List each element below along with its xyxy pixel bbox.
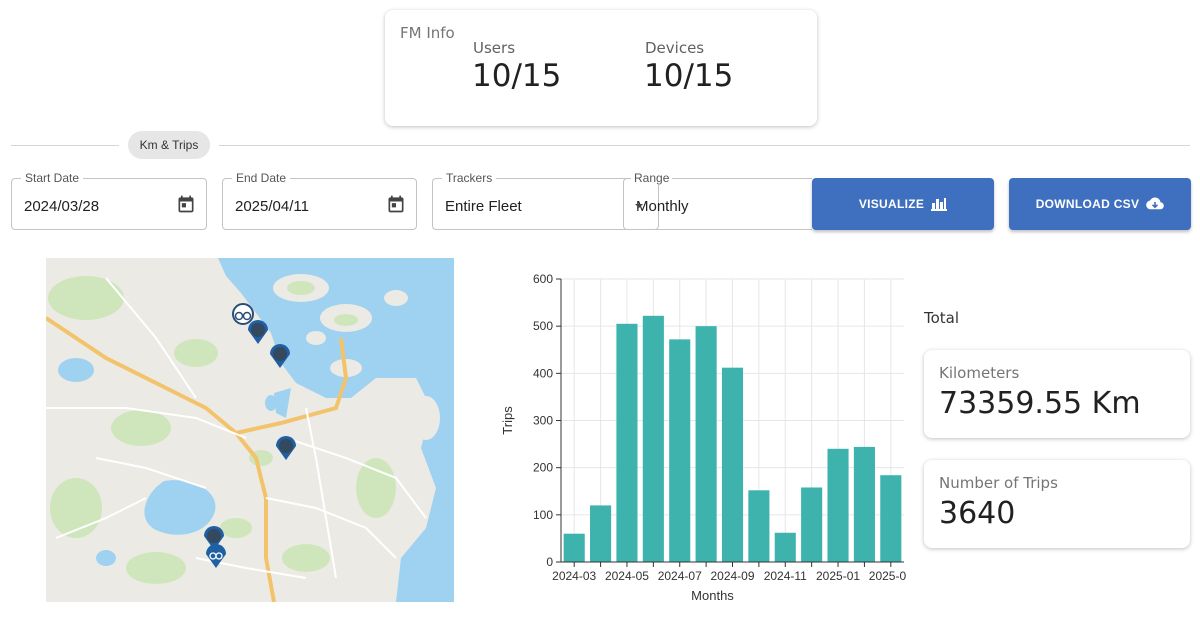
x-tick-label: 2024-03 [552,569,596,583]
visualize-button[interactable]: VISUALIZE [812,178,994,230]
section-divider-left [11,145,119,146]
kilometers-value: 73359.55 Km [939,386,1141,421]
end-date-label: End Date [232,171,291,185]
fm-info-card: FM Info Users 10/15 Devices 10/15 [385,10,817,126]
range-label: Range [631,171,673,185]
range-value[interactable]: Monthly [636,198,689,215]
calendar-icon[interactable] [386,194,406,214]
map-markers [204,303,296,568]
kilometers-card: Kilometers 73359.55 Km [924,350,1190,438]
trips-card: Number of Trips 3640 [924,460,1190,548]
users-label: Users [473,39,516,57]
end-date-field[interactable]: End Date 2025/04/11 [222,171,417,230]
x-axis-title: Months [691,588,734,603]
y-tick-label: 400 [533,366,553,380]
fm-info-title: FM Info [400,24,455,42]
trips-value: 3640 [939,496,1016,531]
chart-svg: 0 100 200 300 400 500 600 2024-03 2024-05 2024-07… [500,272,913,603]
cloud-download-icon [1146,197,1165,210]
bar-2024-12 [801,487,823,562]
y-tick-label: 500 [533,319,553,333]
bar-2024-08 [695,326,717,562]
trackers-label: Trackers [442,171,497,185]
devices-value: 10/15 [644,58,734,94]
bar-chart-icon [931,198,948,211]
bar-2024-11 [774,532,796,562]
bar-2024-06 [642,315,664,562]
x-tick-label: 2024-11 [764,569,807,583]
start-date-label: Start Date [21,171,84,185]
start-date-field[interactable]: Start Date 2024/03/28 [11,171,207,230]
y-tick-label: 600 [533,272,553,286]
trips-label: Number of Trips [939,474,1058,492]
bar-2024-07 [669,339,691,562]
x-tick-label: 2024-07 [658,569,702,583]
x-tick-label: 2025-03 [869,569,906,583]
x-tick-label: 2024-05 [605,569,649,583]
y-tick-label: 0 [546,555,553,569]
trackers-value[interactable]: Entire Fleet [445,198,522,215]
x-tick-label: 2024-09 [710,569,754,583]
bar-2024-09 [721,367,744,562]
kilometers-label: Kilometers [939,364,1020,382]
map-canvas[interactable] [46,258,454,602]
section-divider-right [219,145,1190,146]
trips-bar-chart: 0 100 200 300 400 500 600 2024-03 2024-05 2024-07… [496,264,913,609]
y-tick-label: 200 [533,461,553,475]
y-axis-title: Trips [500,406,515,435]
bar-2024-05 [616,323,638,562]
trackers-select[interactable]: Trackers Entire Fleet [432,171,812,230]
start-date-value[interactable]: 2024/03/28 [24,198,100,215]
bar-2025-03 [880,475,902,562]
section-chip[interactable]: Km & Trips [128,131,210,159]
download-csv-button[interactable]: DOWNLOAD CSV [1009,178,1191,230]
bar-2025-01 [827,448,849,562]
chevron-down-icon[interactable] [634,201,644,211]
devices-label: Devices [645,39,705,57]
bar-2025-02 [853,446,875,562]
y-tick-label: 100 [533,508,553,522]
visualize-button-label: VISUALIZE [858,197,925,211]
bar-2024-03 [563,533,585,562]
fleet-map[interactable] [46,258,454,602]
download-csv-button-label: DOWNLOAD CSV [1035,197,1140,211]
bar-2024-04 [590,505,612,562]
users-value: 10/15 [472,58,562,94]
calendar-icon[interactable] [176,194,196,214]
y-tick-label: 300 [533,414,553,428]
bar-2024-10 [748,490,770,562]
x-tick-label: 2025-01 [816,569,860,583]
total-label: Total [924,309,960,327]
end-date-value[interactable]: 2025/04/11 [235,198,309,215]
